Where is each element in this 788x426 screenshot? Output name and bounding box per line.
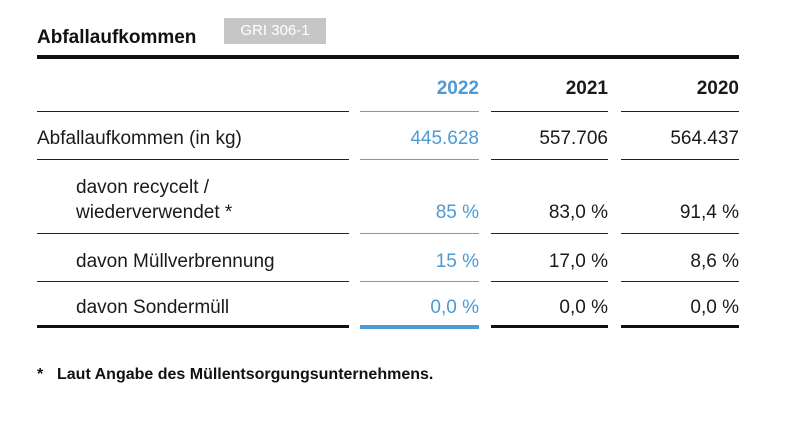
row-label: davon Müllverbrennung (76, 251, 275, 272)
value-2020: 564.437 (670, 128, 739, 149)
row-divider (621, 159, 739, 160)
value-2022: 15 % (435, 251, 479, 272)
row-divider (621, 233, 739, 234)
column-header-2020: 2020 (696, 78, 739, 99)
gri-badge: GRI 306-1 (224, 18, 326, 44)
row-label: Abfallaufkommen (in kg) (37, 128, 242, 149)
footnote: * Laut Angabe des Müllentsorgungsunterneh… (37, 366, 433, 384)
row-label: davon Sondermüll (76, 297, 230, 318)
value-2021: 0,0 % (559, 297, 608, 318)
row-divider (37, 281, 349, 282)
value-2020: 91,4 % (679, 202, 739, 223)
row-divider (37, 111, 349, 112)
value-2022: 0,0 % (430, 297, 479, 318)
value-2020: 8,6 % (690, 251, 739, 272)
bottom-rule (621, 325, 739, 328)
row-divider (621, 111, 739, 112)
bottom-rule (37, 325, 349, 328)
row-divider (491, 233, 608, 234)
row-label-line2: wiederverwendet * (76, 202, 233, 223)
value-2021: 557.706 (539, 128, 608, 149)
top-rule (37, 55, 739, 59)
value-2021: 17,0 % (548, 251, 608, 272)
bottom-rule (491, 325, 608, 328)
section-title: Abfallaufkommen (37, 27, 197, 48)
value-2022: 85 % (435, 202, 479, 223)
row-divider (491, 159, 608, 160)
row-divider (37, 159, 349, 160)
value-2020: 0,0 % (690, 297, 739, 318)
value-2022: 445.628 (410, 128, 479, 149)
row-divider (491, 281, 608, 282)
row-divider (621, 281, 739, 282)
row-divider (360, 281, 479, 282)
column-header-2022: 2022 (436, 78, 479, 99)
value-2021: 83,0 % (548, 202, 608, 223)
row-divider (360, 233, 479, 234)
footnote-text: Laut Angabe des Müllentsorgungsunternehm… (57, 366, 434, 383)
footnote-marker: * (37, 366, 44, 383)
row-label-line1: davon recycelt / (76, 177, 210, 198)
bottom-rule-highlight (360, 325, 479, 329)
row-divider (491, 111, 608, 112)
row-divider (360, 159, 479, 160)
row-divider (360, 111, 479, 112)
row-divider (37, 233, 349, 234)
column-header-2021: 2021 (565, 78, 608, 99)
